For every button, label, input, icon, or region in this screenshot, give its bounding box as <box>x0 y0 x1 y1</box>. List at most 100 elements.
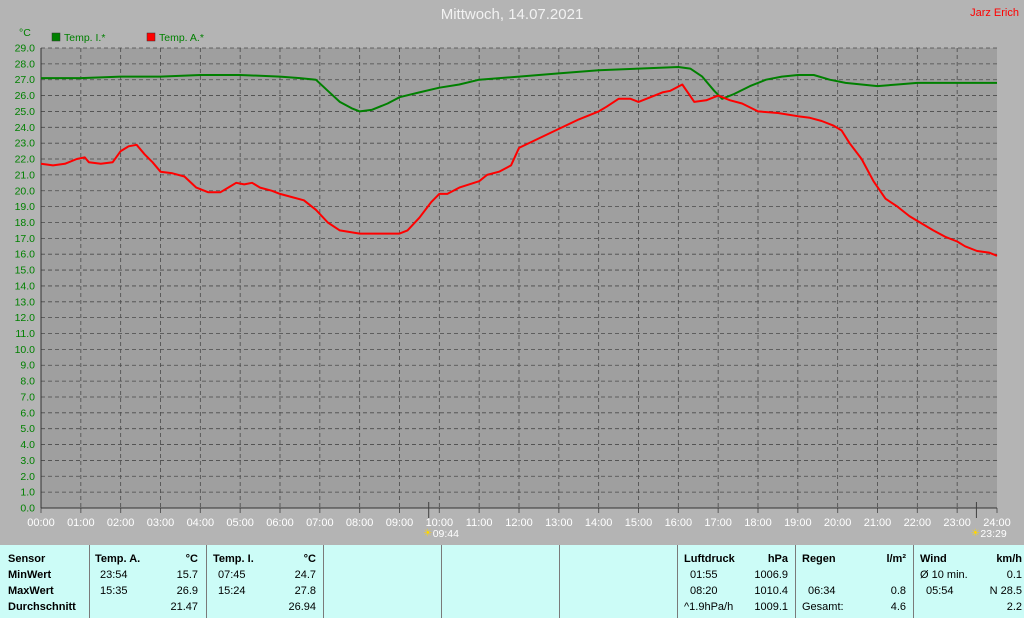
x-tick-label: 12:00 <box>505 517 533 529</box>
y-tick-label: 17.0 <box>15 233 36 245</box>
legend-swatch <box>51 32 61 42</box>
x-tick-label: 13:00 <box>545 517 573 529</box>
x-tick-label: 20:00 <box>824 517 852 529</box>
pressure-trend-label: ^1.9hPa/h <box>684 601 734 613</box>
x-tick-label: 06:00 <box>266 517 294 529</box>
row-label-sensor: Sensor <box>8 553 46 565</box>
temp-a-min: 15.7 <box>176 569 198 581</box>
temp-a-max-time: 15:35 <box>100 585 128 597</box>
chart: 0.0 1.0 2.0 3.0 4.0 5.0 6.0 7.0 8.0 9.0 10.0 11.0 12… <box>15 27 1011 540</box>
x-tick-label: 01:00 <box>67 517 95 529</box>
x-tick-label: 04:00 <box>187 517 215 529</box>
temp-a-avg: 21.47 <box>170 601 198 613</box>
wind-gust-time: 05:54 <box>926 585 954 597</box>
x-tick-label: 23:00 <box>943 517 971 529</box>
x-tick-label: 09:00 <box>386 517 414 529</box>
x-tick-label: 08:00 <box>346 517 374 529</box>
y-tick-label: 4.0 <box>20 439 35 451</box>
stats-table: Sensor MinWert MaxWert Durchschnitt Temp… <box>0 545 1024 618</box>
temp-i-unit: °C <box>303 553 316 565</box>
column-divider <box>89 545 90 618</box>
y-tick-label: 5.0 <box>20 423 35 435</box>
y-tick-label: 1.0 <box>20 487 35 499</box>
x-tick-label: 05:00 <box>226 517 254 529</box>
y-tick-label: 28.0 <box>15 58 36 70</box>
row-label-max: MaxWert <box>8 585 54 597</box>
y-tick-label: 2.0 <box>20 471 35 483</box>
y-tick-label: 27.0 <box>15 74 36 86</box>
x-tick-label: 18:00 <box>744 517 772 529</box>
y-tick-label: 19.0 <box>15 201 36 213</box>
column-divider <box>206 545 207 618</box>
temp-a-max: 26.9 <box>176 585 198 597</box>
wind-last: 2.2 <box>1006 601 1022 613</box>
column-divider <box>677 545 678 618</box>
sunrise-icon: ☀ <box>423 528 432 539</box>
temp-a-min-time: 23:54 <box>100 569 128 581</box>
x-tick-label: 24:00 <box>983 517 1011 529</box>
y-tick-label: 11.0 <box>15 328 35 340</box>
temp-i-min: 24.7 <box>294 569 316 581</box>
pressure-unit: hPa <box>767 553 788 565</box>
plot-area <box>41 48 997 508</box>
y-tick-label: 3.0 <box>20 455 35 467</box>
rain-value: 0.8 <box>890 585 906 597</box>
rain-header: Regen <box>802 553 836 565</box>
y-tick-label: 10.0 <box>15 344 36 356</box>
author-label: Jarz Erich <box>970 7 1019 19</box>
temp-i-min-time: 07:45 <box>218 569 246 581</box>
x-tick-label: 10:00 <box>426 517 454 529</box>
x-tick-label: 11:00 <box>466 517 493 529</box>
y-unit-label: °C <box>19 27 31 39</box>
temp-i-avg: 26.94 <box>288 601 316 613</box>
y-tick-label: 20.0 <box>15 185 36 197</box>
x-tick-label: 14:00 <box>585 517 613 529</box>
y-tick-label: 21.0 <box>15 169 36 181</box>
pressure-min-time: 01:55 <box>690 569 718 581</box>
y-tick-label: 13.0 <box>15 296 36 308</box>
y-tick-label: 7.0 <box>20 391 35 403</box>
chart-title: Mittwoch, 14.07.2021 <box>440 6 584 23</box>
pressure-min: 1006.9 <box>754 569 788 581</box>
y-tick-label: 18.0 <box>15 217 36 229</box>
temp-a-unit: °C <box>185 553 198 565</box>
x-tick-label: 16:00 <box>665 517 693 529</box>
y-tick-label: 29.0 <box>15 43 36 55</box>
temp-i-max-time: 15:24 <box>218 585 246 597</box>
sunrise-time: 09:44 <box>433 528 459 540</box>
series-line <box>40 83 998 257</box>
wind-header: Wind <box>920 553 947 565</box>
x-tick-label: 02:00 <box>107 517 135 529</box>
temp-a-header: Temp. A. <box>95 553 141 565</box>
series-line <box>41 66 997 113</box>
y-tick-label: 8.0 <box>20 376 35 388</box>
row-label-min: MinWert <box>8 569 52 581</box>
y-tick-label: 14.0 <box>15 280 36 292</box>
x-tick-label: 00:00 <box>27 517 55 529</box>
y-tick-label: 26.0 <box>15 90 36 102</box>
sunset-time: 23:29 <box>980 528 1006 540</box>
row-label-avg: Durchschnitt <box>8 601 76 613</box>
rain-total: 4.6 <box>890 601 906 613</box>
temp-i-max: 27.8 <box>294 585 316 597</box>
y-tick-label: 15.0 <box>15 265 36 277</box>
legend-swatch <box>146 32 156 42</box>
rain-time: 06:34 <box>808 585 836 597</box>
pressure-header: Luftdruck <box>684 553 735 565</box>
x-tick-label: 15:00 <box>625 517 653 529</box>
rain-total-label: Gesamt: <box>802 601 844 613</box>
column-divider <box>441 545 442 618</box>
y-tick-label: 12.0 <box>15 312 36 324</box>
y-tick-label: 22.0 <box>15 154 36 166</box>
x-tick-label: 21:00 <box>864 517 892 529</box>
wind-avg: 0.1 <box>1006 569 1022 581</box>
y-tick-label: 23.0 <box>15 138 36 150</box>
rain-unit: l/m² <box>886 553 906 565</box>
y-tick-label: 0.0 <box>20 503 35 515</box>
legend-label: Temp. A.* <box>159 32 204 44</box>
column-divider <box>913 545 914 618</box>
y-tick-label: 24.0 <box>15 122 36 134</box>
y-tick-label: 25.0 <box>15 106 36 118</box>
x-tick-label: 19:00 <box>784 517 812 529</box>
wind-avg-label: Ø 10 min. <box>920 569 968 581</box>
